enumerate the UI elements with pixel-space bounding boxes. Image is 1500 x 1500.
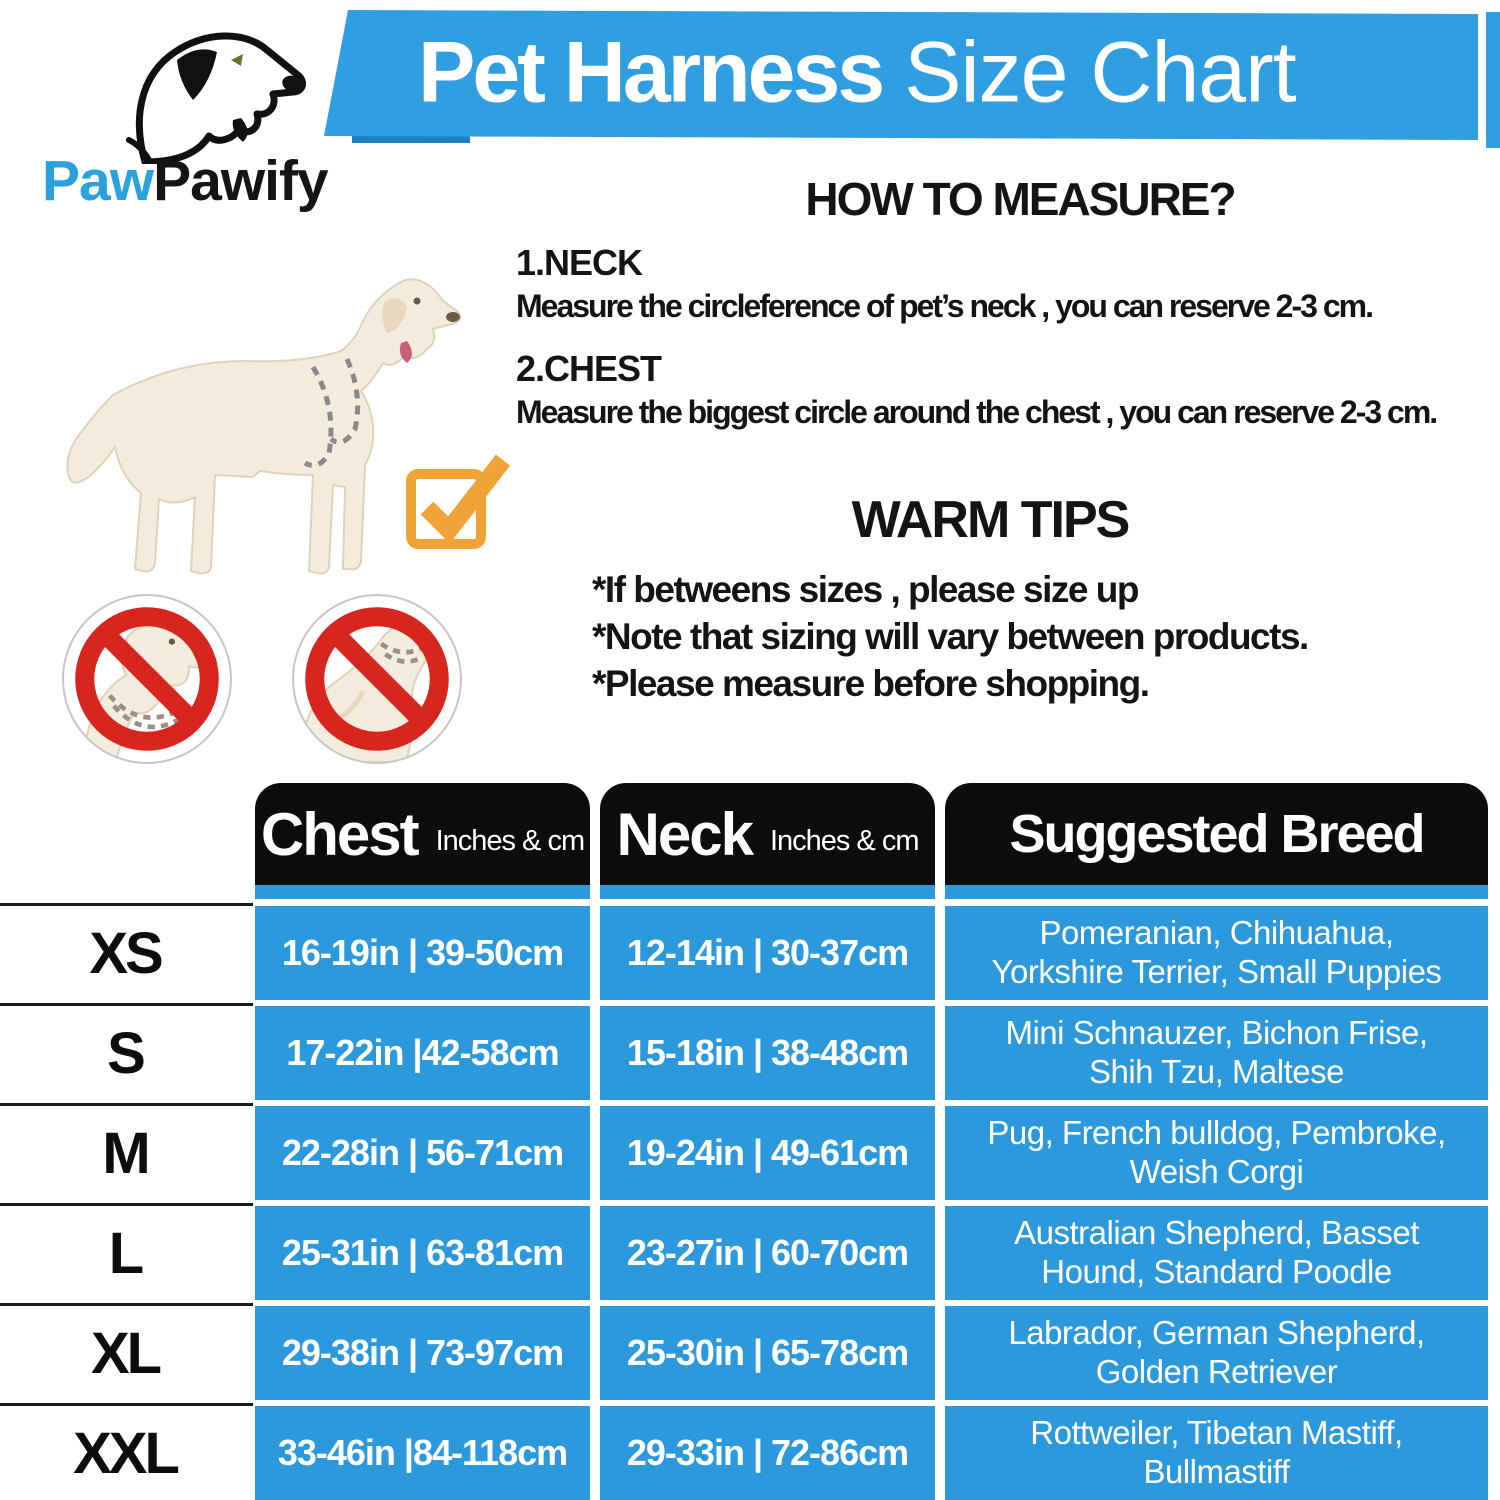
check-icon: [406, 454, 511, 549]
wrong-measure-neck-photo: [62, 594, 232, 764]
brand-name-paw: Paw: [42, 149, 154, 213]
banner-ribbon-end: [1486, 12, 1500, 148]
size-label: XL: [0, 1306, 250, 1400]
size-label: L: [0, 1206, 250, 1300]
table-row-m: M 22-28in | 56-71cm 19-24in | 49-61cm Pu…: [0, 1103, 1500, 1200]
breed-value: Australian Shepherd, Basset Hound, Stand…: [945, 1206, 1488, 1300]
warm-tip: *If betweens sizes , please size up: [592, 569, 1139, 610]
size-label: M: [0, 1106, 250, 1200]
how-to-measure-heading: HOW TO MEASURE?: [805, 173, 1236, 225]
banner-fold: [352, 134, 470, 143]
header-breed-title: Suggested Breed: [1009, 804, 1425, 864]
dog-tongue: [399, 341, 412, 363]
table-row-l: L 25-31in | 63-81cm 23-27in | 60-70cm Au…: [0, 1203, 1500, 1300]
step-chest-text: Measure the biggest circle around the ch…: [516, 394, 1438, 430]
table-row-s: S 17-22in |42-58cm 15-18in | 38-48cm Min…: [0, 1003, 1500, 1100]
warm-tips-list: *If betweens sizes , please size up *Not…: [592, 566, 1309, 707]
wrong-measure-back-photo: [292, 594, 462, 764]
brand-name-pawify: Pawify: [153, 149, 329, 213]
chest-value: 25-31in | 63-81cm: [255, 1206, 590, 1300]
breed-value: Rottweiler, Tibetan Mastiff, Bullmastiff: [945, 1406, 1488, 1500]
page-title-bold: Pet Harness: [418, 24, 885, 121]
header-strip: [255, 885, 590, 899]
size-label: XS: [0, 906, 250, 1000]
neck-value: 19-24in | 49-61cm: [600, 1106, 935, 1200]
table-row-xxl: XXL 33-46in |84-118cm 29-33in | 72-86cm …: [0, 1403, 1500, 1500]
chest-value: 29-38in | 73-97cm: [255, 1306, 590, 1400]
table-header-breed: Suggested Breed: [945, 783, 1488, 885]
row-separator: [0, 903, 253, 906]
warm-tip: *Note that sizing will vary between prod…: [592, 616, 1309, 657]
header-neck-title: Neck: [616, 800, 754, 868]
table-header-neck: Neck Inches & cm: [600, 783, 935, 885]
page-title: Pet Harness Size Chart: [418, 24, 1297, 123]
size-label: XXL: [0, 1406, 250, 1500]
chest-value: 17-22in |42-58cm: [255, 1006, 590, 1100]
step-neck-label: 1.NECK: [516, 242, 643, 283]
neck-value: 29-33in | 72-86cm: [600, 1406, 935, 1500]
table-row-xs: XS 16-19in | 39-50cm 12-14in | 30-37cm P…: [0, 903, 1500, 1000]
no-icon: [75, 607, 219, 751]
logo-dog-icon: [126, 32, 307, 164]
header-chest-sub: Inches & cm: [435, 824, 586, 857]
row-separator: [0, 1403, 253, 1406]
table-row-xl: XL 29-38in | 73-97cm 25-30in | 65-78cm L…: [0, 1303, 1500, 1400]
row-separator: [0, 1203, 253, 1206]
neck-value: 23-27in | 60-70cm: [600, 1206, 935, 1300]
neck-value: 15-18in | 38-48cm: [600, 1006, 935, 1100]
warm-tips-heading: WARM TIPS: [851, 491, 1131, 549]
header-chest-title: Chest: [260, 800, 420, 868]
no-icon: [305, 607, 449, 751]
row-separator: [0, 1303, 253, 1306]
breed-value: Labrador, German Shepherd, Golden Retrie…: [945, 1306, 1488, 1400]
chest-measuring-tape: [303, 365, 334, 468]
dog-measuring-illustration: [66, 278, 462, 575]
page-title-light: Size Chart: [904, 24, 1296, 121]
chest-value: 16-19in | 39-50cm: [255, 906, 590, 1000]
breed-value: Pug, French bulldog, Pembroke, Weish Cor…: [945, 1106, 1488, 1200]
brand-name: PawPawify: [42, 148, 329, 214]
header-neck-sub: Inches & cm: [769, 824, 920, 857]
neck-value: 25-30in | 65-78cm: [600, 1306, 935, 1400]
neck-tape: [379, 641, 424, 655]
step-neck-text: Measure the circleference of pet’s neck …: [516, 288, 1374, 324]
title-banner: Pet Harness Size Chart: [324, 10, 1478, 140]
chest-value: 22-28in | 56-71cm: [255, 1106, 590, 1200]
breed-value: Mini Schnauzer, Bichon Frise, Shih Tzu, …: [945, 1006, 1488, 1100]
breed-value: Pomeranian, Chihuahua, Yorkshire Terrier…: [945, 906, 1488, 1000]
row-separator: [0, 1103, 253, 1106]
chest-value: 33-46in |84-118cm: [255, 1406, 590, 1500]
neck-value: 12-14in | 30-37cm: [600, 906, 935, 1000]
header-strip: [945, 885, 1488, 899]
warm-tip: *Please measure before shopping.: [592, 663, 1150, 704]
loose-collar-tape: [107, 694, 190, 720]
header-strip: [600, 885, 935, 899]
step-chest-label: 2.CHEST: [516, 348, 662, 389]
table-header-chest: Chest Inches & cm: [255, 783, 590, 885]
size-label: S: [0, 1006, 250, 1100]
row-separator: [0, 1003, 253, 1006]
neck-measuring-tape: [329, 357, 361, 445]
